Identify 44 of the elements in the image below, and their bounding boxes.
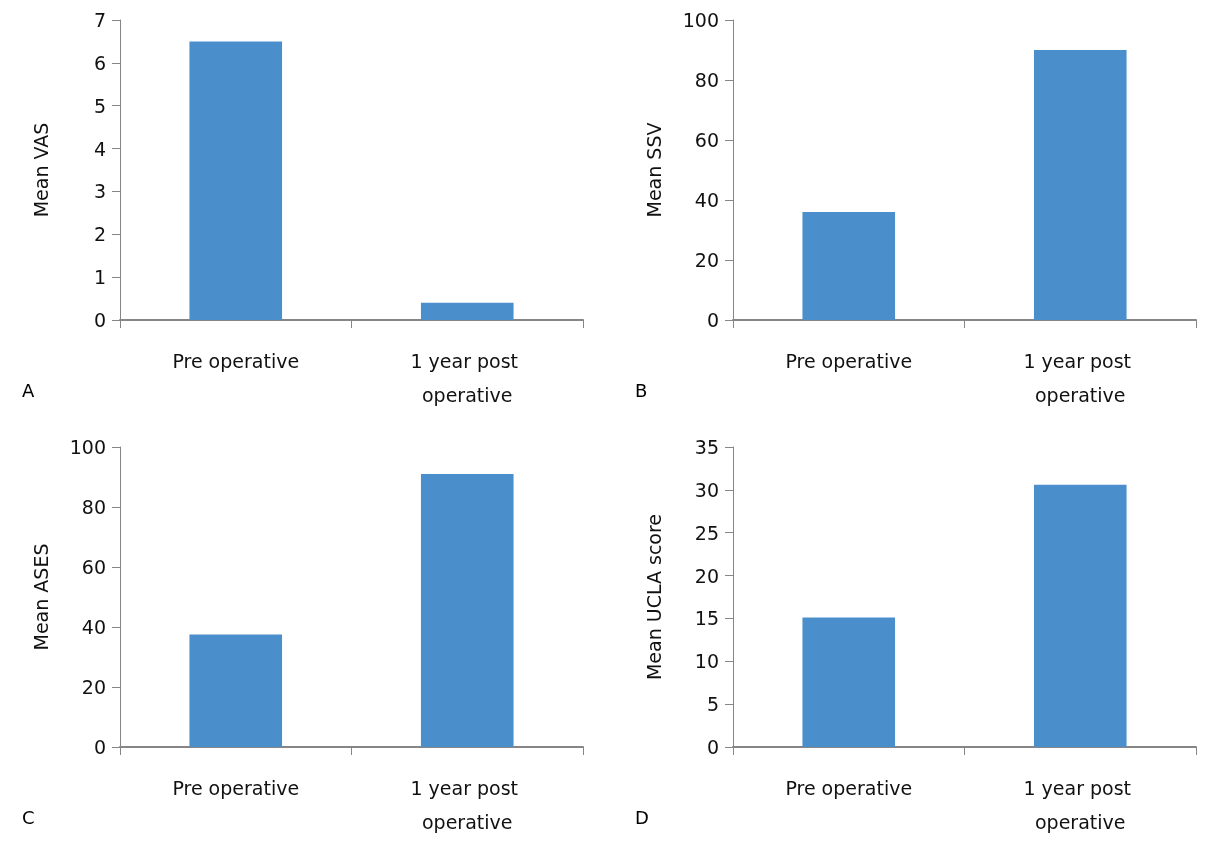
y-tick-label: 20 bbox=[694, 564, 719, 587]
y-tick-label: 80 bbox=[81, 496, 106, 518]
x-tick-label: 1 year post operative bbox=[410, 777, 525, 833]
y-tick-label: 20 bbox=[694, 249, 719, 271]
y-tick-label: 60 bbox=[694, 129, 719, 151]
y-tick-label: 4 bbox=[93, 137, 106, 160]
x-tick-label: 1 year post operative bbox=[1023, 777, 1138, 833]
x-tick-label: 1 year post operative bbox=[410, 350, 525, 406]
y-tick-label: 6 bbox=[93, 51, 106, 74]
y-tick-label: 80 bbox=[694, 69, 719, 91]
y-axis-title: Mean VAS bbox=[29, 122, 52, 218]
y-tick-label: 7 bbox=[93, 9, 106, 31]
x-tick-label: Pre operative bbox=[172, 777, 300, 799]
y-axis-title: Mean UCLA score bbox=[642, 513, 665, 681]
text: C bbox=[22, 806, 35, 828]
y-tick-label: 2 bbox=[93, 223, 106, 246]
y-axis-title: Mean ASES bbox=[29, 543, 52, 651]
text: D bbox=[635, 806, 649, 828]
x-tick-label: Pre operative bbox=[785, 777, 913, 799]
x-tick-label: Pre operative bbox=[785, 350, 913, 372]
y-tick-label: 15 bbox=[694, 607, 719, 630]
text: B bbox=[635, 379, 648, 401]
y-tick-label: 100 bbox=[69, 436, 106, 458]
y-tick-label: 40 bbox=[81, 616, 106, 638]
y-tick-label: 0 bbox=[93, 309, 106, 331]
y-tick-label: 1 bbox=[93, 266, 106, 289]
y-tick-label: 20 bbox=[81, 676, 106, 698]
y-tick-label: 3 bbox=[93, 180, 106, 203]
y-tick-label: 25 bbox=[694, 521, 719, 544]
y-tick-label: 35 bbox=[694, 436, 719, 458]
text: A bbox=[22, 379, 35, 401]
y-tick-label: 30 bbox=[694, 478, 719, 501]
x-tick-label: Pre operative bbox=[172, 350, 300, 372]
y-tick-label: 5 bbox=[93, 94, 106, 117]
y-tick-label: 0 bbox=[706, 309, 719, 331]
y-tick-label: 0 bbox=[706, 736, 719, 758]
y-tick-label: 40 bbox=[694, 189, 719, 211]
y-tick-label: 5 bbox=[706, 693, 719, 716]
y-axis-title: Mean SSV bbox=[642, 122, 665, 218]
y-tick-label: 0 bbox=[93, 736, 106, 758]
x-tick-label: 1 year post operative bbox=[1023, 350, 1138, 406]
y-tick-label: 60 bbox=[81, 556, 106, 578]
y-tick-label: 10 bbox=[694, 650, 719, 673]
y-tick-label: 100 bbox=[682, 9, 719, 31]
